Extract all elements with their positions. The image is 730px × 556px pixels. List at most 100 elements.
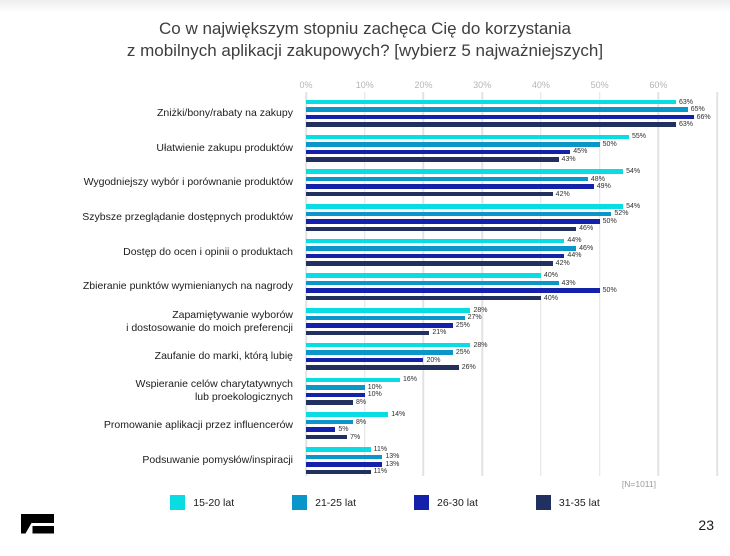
bar-row: 42% bbox=[306, 259, 723, 267]
bar bbox=[306, 122, 676, 127]
category-label: Zniżki/bony/rabaty na zakupy bbox=[157, 106, 293, 119]
bar-row: 44% bbox=[306, 237, 723, 245]
bar-group: 54% 48% 49% 42% bbox=[306, 165, 723, 200]
bar bbox=[306, 107, 688, 112]
bar-value-label: 44% bbox=[567, 237, 582, 245]
bar-chart: Zniżki/bony/rabaty na zakupy Ułatwienie z… bbox=[0, 80, 723, 478]
bar bbox=[306, 211, 612, 217]
chart-title-line2: z mobilnych aplikacji zakupowych? [wybie… bbox=[126, 41, 604, 61]
bar-row: 13% bbox=[306, 461, 723, 468]
bar bbox=[306, 434, 348, 440]
bar-row: 10% bbox=[306, 391, 723, 398]
legend-label: 26-30 lat bbox=[437, 496, 478, 509]
bar bbox=[306, 447, 371, 452]
bar-row: 49% bbox=[306, 183, 723, 191]
bar bbox=[306, 427, 336, 432]
bar-value-label: 49% bbox=[596, 183, 611, 191]
category-label: Zapamiętywanie wyborów i dostosowanie do … bbox=[126, 308, 293, 334]
bar-group: 14% 8% 5% 7% bbox=[306, 408, 723, 443]
bar-row: 54% bbox=[306, 168, 723, 176]
bar-value-label: 21% bbox=[432, 329, 447, 337]
bar-row: 54% bbox=[306, 202, 723, 210]
bar-value-label: 43% bbox=[561, 279, 576, 287]
bar-row: 7% bbox=[306, 434, 723, 441]
bar-row: 14% bbox=[306, 411, 723, 419]
bar-value-label: 55% bbox=[632, 133, 647, 141]
bar bbox=[306, 226, 577, 232]
bar-value-label: 54% bbox=[626, 168, 641, 176]
bar-row: 42% bbox=[306, 190, 723, 198]
bar-row: 63% bbox=[306, 121, 723, 129]
sample-size-note: [N=1011] bbox=[621, 479, 656, 489]
bar bbox=[306, 99, 676, 105]
bar-group: 40% 43% 50% 40% bbox=[306, 270, 723, 305]
bar-row: 20% bbox=[306, 357, 723, 364]
bar-row: 63% bbox=[306, 98, 723, 106]
bar bbox=[306, 184, 594, 189]
bar-row: 45% bbox=[306, 148, 723, 156]
x-tick-label: 60% bbox=[649, 80, 668, 90]
bar-row: 11% bbox=[306, 446, 723, 453]
bar-row: 25% bbox=[306, 349, 723, 357]
legend-label: 15-20 lat bbox=[193, 496, 235, 509]
legend-item: 26-30 lat bbox=[414, 495, 478, 510]
bar-value-label: 42% bbox=[555, 190, 570, 198]
legend: 15-20 lat 21-25 lat 26-30 lat 31-35 lat bbox=[0, 495, 730, 510]
category-label: Wygodniejszy wybór i porównanie produktó… bbox=[83, 176, 293, 189]
bar-row: 16% bbox=[306, 376, 723, 383]
bar bbox=[306, 253, 565, 259]
bar-value-label: 44% bbox=[567, 252, 582, 260]
gridline bbox=[716, 92, 718, 476]
bar-row: 27% bbox=[306, 314, 723, 321]
bar-value-label: 42% bbox=[555, 259, 570, 267]
bar-value-label: 48% bbox=[590, 175, 605, 183]
x-axis: 0% 10% 20% 30% 40% 50% 60% bbox=[299, 80, 723, 92]
bar-group: 11% 13% 13% 11% bbox=[306, 443, 723, 478]
bar-row: 52% bbox=[306, 210, 723, 218]
x-tick-label: 30% bbox=[473, 80, 492, 90]
bar bbox=[306, 454, 383, 460]
chart-title: Co w największym stopniu zachęca Cię do … bbox=[0, 18, 730, 63]
bar-row: 28% bbox=[306, 307, 723, 314]
bar-value-label: 46% bbox=[579, 244, 594, 252]
bar-row: 55% bbox=[306, 133, 723, 141]
bar bbox=[306, 377, 400, 383]
bar-group: 55% 50% 45% 43% bbox=[306, 131, 723, 166]
bar-value-label: 54% bbox=[626, 202, 641, 210]
bar bbox=[306, 246, 577, 251]
bar bbox=[306, 365, 459, 370]
bar-value-label: 63% bbox=[679, 121, 694, 129]
bar-value-label: 45% bbox=[573, 148, 588, 156]
bar bbox=[306, 412, 389, 417]
bar-value-label: 50% bbox=[602, 287, 617, 295]
bar-row: 43% bbox=[306, 279, 723, 287]
bar bbox=[306, 191, 553, 197]
bar-row: 50% bbox=[306, 287, 723, 295]
legend-swatch-navy bbox=[535, 495, 551, 510]
bar-row: 50% bbox=[306, 218, 723, 225]
bar-row: 43% bbox=[306, 156, 723, 163]
x-tick-label: 20% bbox=[414, 80, 433, 90]
bar-value-label: 52% bbox=[614, 210, 629, 218]
bar-value-label: 63% bbox=[679, 98, 694, 106]
bar bbox=[306, 176, 588, 182]
bar bbox=[306, 273, 541, 278]
bar-row: 8% bbox=[306, 398, 723, 406]
bar-value-label: 25% bbox=[455, 349, 470, 357]
bar-value-label: 66% bbox=[696, 113, 711, 121]
x-tick-label: 10% bbox=[355, 80, 374, 90]
bar-value-label: 14% bbox=[391, 411, 406, 419]
bar-row: 28% bbox=[306, 342, 723, 349]
legend-item: 21-25 lat bbox=[292, 495, 356, 510]
category-label: Wspieranie celów charytatywnych lub proek… bbox=[135, 377, 293, 404]
bar bbox=[306, 280, 559, 286]
bar bbox=[306, 330, 430, 336]
bar-value-label: 8% bbox=[355, 398, 367, 406]
bar-row: 50% bbox=[306, 141, 723, 148]
category-label: Ułatwienie zakupu produktów bbox=[156, 141, 293, 154]
legend-item: 31-35 lat bbox=[535, 495, 600, 510]
x-tick-label: 50% bbox=[590, 80, 609, 90]
legend-item: 15-20 lat bbox=[170, 495, 234, 510]
bar-row: 8% bbox=[306, 419, 723, 426]
